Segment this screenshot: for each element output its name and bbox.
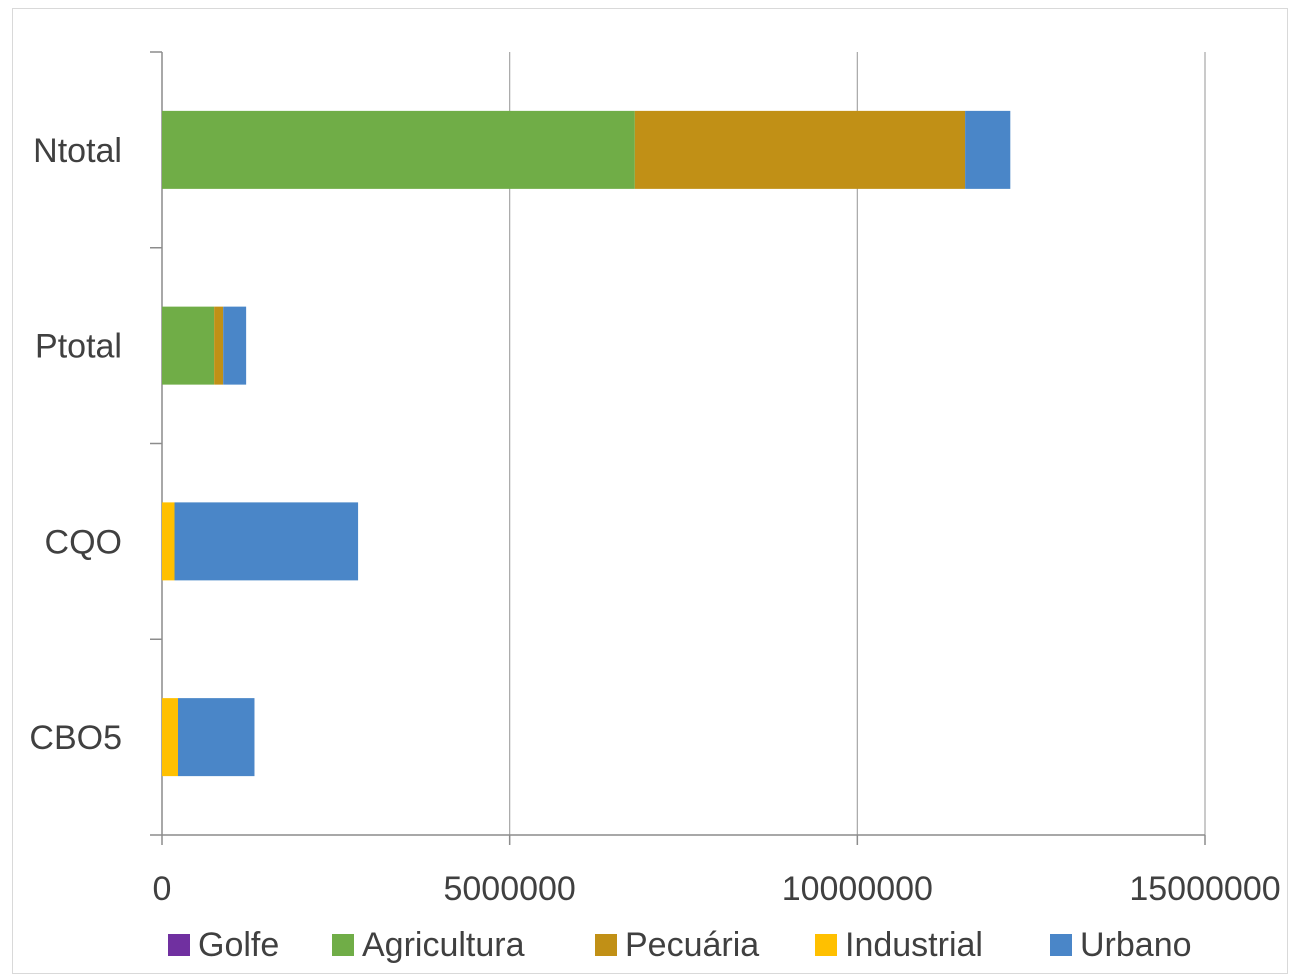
legend-swatch-urbano — [1050, 934, 1072, 956]
x-tick-label: 5000000 — [443, 870, 575, 908]
bar-ntotal-agricultura — [162, 110, 635, 189]
bar-cbo5-urbano — [177, 698, 255, 777]
legend-swatch-industrial — [815, 934, 837, 956]
bar-cqo-industrial — [162, 502, 175, 581]
bar-ptotal-agricultura — [162, 306, 215, 385]
y-category-label: Ptotal — [35, 328, 122, 366]
bar-ptotal-pecuaria — [214, 306, 224, 385]
x-tick-label: 0 — [153, 870, 172, 908]
bars-layer — [162, 110, 1011, 777]
x-tick-label: 15000000 — [1129, 870, 1280, 908]
bar-cbo5-industrial — [162, 698, 178, 777]
y-category-label: CQO — [45, 523, 122, 561]
bar-ntotal-urbano — [965, 110, 1011, 189]
bar-ntotal-pecuaria — [634, 110, 966, 189]
legend-label: Industrial — [845, 926, 983, 964]
legend-swatch-golfe — [168, 934, 190, 956]
bar-cqo-urbano — [174, 502, 359, 581]
labels-layer: 0 5000000 10000000 15000000 Ntotal Ptotal CQO C… — [29, 132, 1280, 908]
legend: Golfe Agricultura Pecuária Industrial Urbano — [168, 926, 1192, 964]
bar-ptotal-urbano — [223, 306, 247, 385]
legend-label: Urbano — [1080, 926, 1192, 964]
x-tick-label: 10000000 — [782, 870, 933, 908]
legend-swatch-agricultura — [332, 934, 354, 956]
y-category-label: CBO5 — [29, 719, 122, 757]
legend-label: Agricultura — [362, 926, 525, 964]
legend-label: Pecuária — [625, 926, 759, 964]
y-category-label: Ntotal — [33, 132, 122, 170]
legend-swatch-pecuaria — [595, 934, 617, 956]
legend-label: Golfe — [198, 926, 279, 964]
